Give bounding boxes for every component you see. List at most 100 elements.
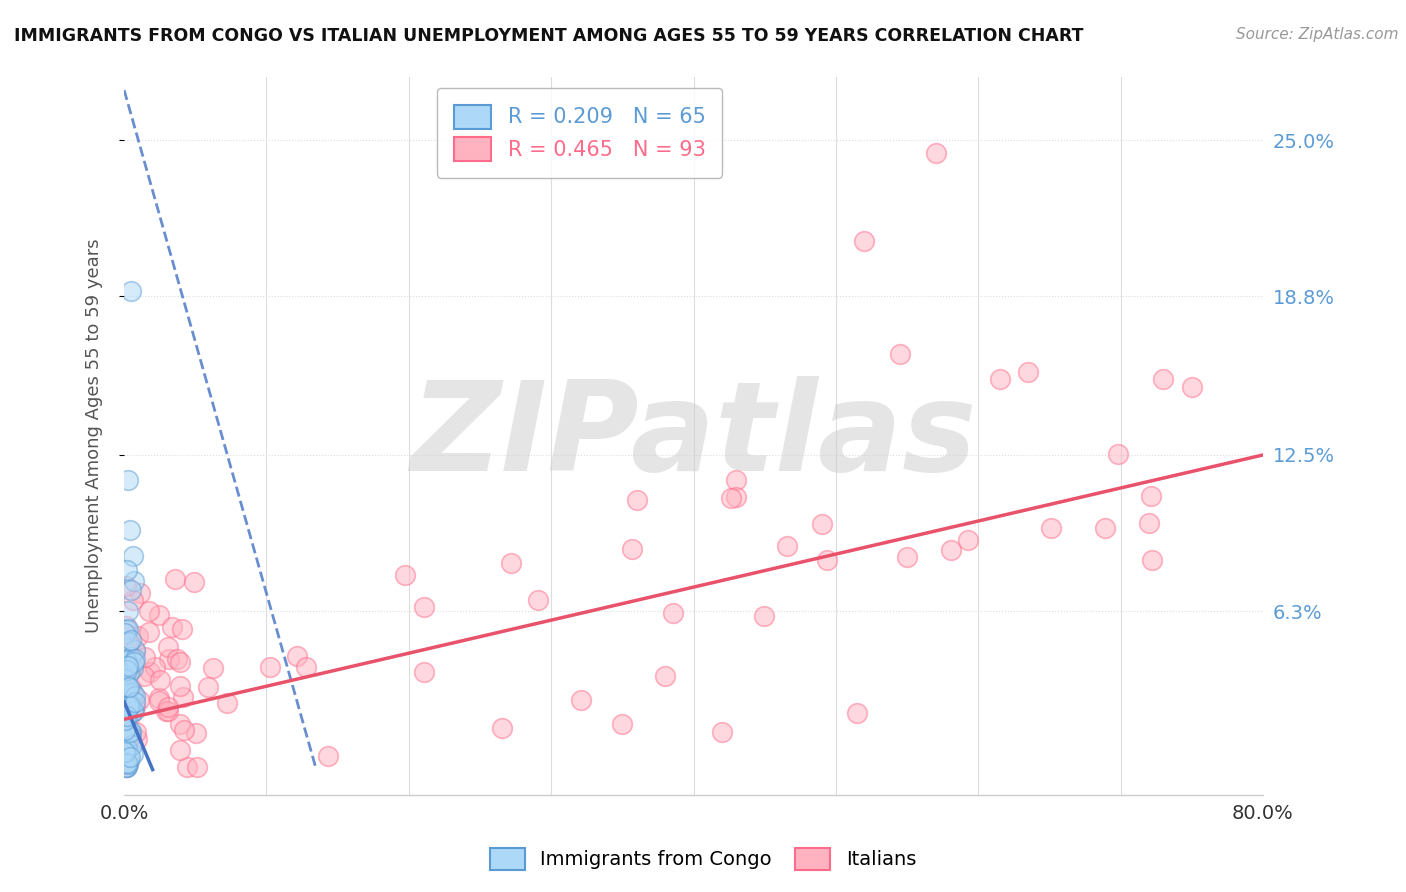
Point <box>120 706 142 721</box>
Point <box>157 699 180 714</box>
Point <box>138 624 160 639</box>
Point <box>184 725 207 739</box>
Point <box>120 632 142 647</box>
Point <box>120 583 142 598</box>
Point <box>527 593 550 607</box>
Point <box>122 704 145 718</box>
Point <box>115 760 138 774</box>
Point <box>118 680 141 694</box>
Point <box>121 549 143 563</box>
Point <box>157 652 180 666</box>
Point <box>626 493 648 508</box>
Point <box>114 618 136 632</box>
Point <box>115 635 138 649</box>
Point <box>115 756 138 771</box>
Point <box>853 234 876 248</box>
Point <box>114 713 136 727</box>
Point <box>169 717 191 731</box>
Point <box>413 665 436 679</box>
Point <box>621 542 644 557</box>
Point <box>112 672 135 686</box>
Point <box>172 690 194 705</box>
Point <box>118 665 141 680</box>
Point <box>132 669 155 683</box>
Point <box>120 285 142 299</box>
Point <box>118 524 141 538</box>
Point <box>149 673 172 688</box>
Point <box>143 660 166 674</box>
Point <box>114 739 136 753</box>
Point <box>889 347 911 361</box>
Point <box>845 706 868 721</box>
Point <box>956 533 979 547</box>
Point <box>170 622 193 636</box>
Point <box>128 693 150 707</box>
Point <box>491 721 513 735</box>
Point <box>117 622 139 636</box>
Point <box>125 725 148 739</box>
Point <box>115 663 138 677</box>
Point <box>129 585 152 599</box>
Point <box>120 693 142 707</box>
Text: Source: ZipAtlas.com: Source: ZipAtlas.com <box>1236 27 1399 42</box>
Point <box>124 652 146 666</box>
Point <box>124 699 146 714</box>
Point <box>117 627 139 641</box>
Point <box>117 473 139 487</box>
Point <box>725 473 748 487</box>
Point <box>115 653 138 667</box>
Point <box>117 757 139 772</box>
Point <box>114 760 136 774</box>
Point <box>1152 372 1174 386</box>
Point <box>124 656 146 670</box>
Point <box>160 620 183 634</box>
Point <box>118 637 141 651</box>
Point <box>124 644 146 658</box>
Point <box>166 652 188 666</box>
Point <box>124 695 146 709</box>
Point <box>127 732 149 747</box>
Point <box>1094 521 1116 535</box>
Text: ZIPatlas: ZIPatlas <box>411 376 977 497</box>
Point <box>148 694 170 708</box>
Point <box>155 704 177 718</box>
Point <box>127 629 149 643</box>
Point <box>924 145 946 160</box>
Point <box>121 739 143 753</box>
Point <box>115 623 138 637</box>
Point <box>1140 553 1163 567</box>
Point <box>316 749 339 764</box>
Point <box>1137 516 1160 531</box>
Point <box>1040 520 1063 534</box>
Point <box>117 695 139 709</box>
Point <box>183 574 205 589</box>
Legend: Immigrants from Congo, Italians: Immigrants from Congo, Italians <box>482 839 924 878</box>
Point <box>720 491 742 506</box>
Point <box>176 760 198 774</box>
Point <box>1017 365 1039 379</box>
Point <box>124 642 146 657</box>
Point <box>118 753 141 767</box>
Point <box>499 556 522 570</box>
Point <box>117 659 139 673</box>
Point <box>114 676 136 690</box>
Point <box>117 698 139 713</box>
Point <box>120 729 142 743</box>
Point <box>754 608 776 623</box>
Point <box>120 724 142 739</box>
Y-axis label: Unemployment Among Ages 55 to 59 years: Unemployment Among Ages 55 to 59 years <box>86 239 103 633</box>
Point <box>117 681 139 695</box>
Point <box>114 625 136 640</box>
Point <box>118 750 141 764</box>
Point <box>138 604 160 618</box>
Point <box>117 756 139 771</box>
Point <box>612 717 634 731</box>
Point <box>941 542 963 557</box>
Point <box>114 760 136 774</box>
Point <box>776 539 799 553</box>
Point <box>169 656 191 670</box>
Point <box>988 372 1011 386</box>
Point <box>121 747 143 761</box>
Point <box>115 760 138 774</box>
Point <box>114 672 136 686</box>
